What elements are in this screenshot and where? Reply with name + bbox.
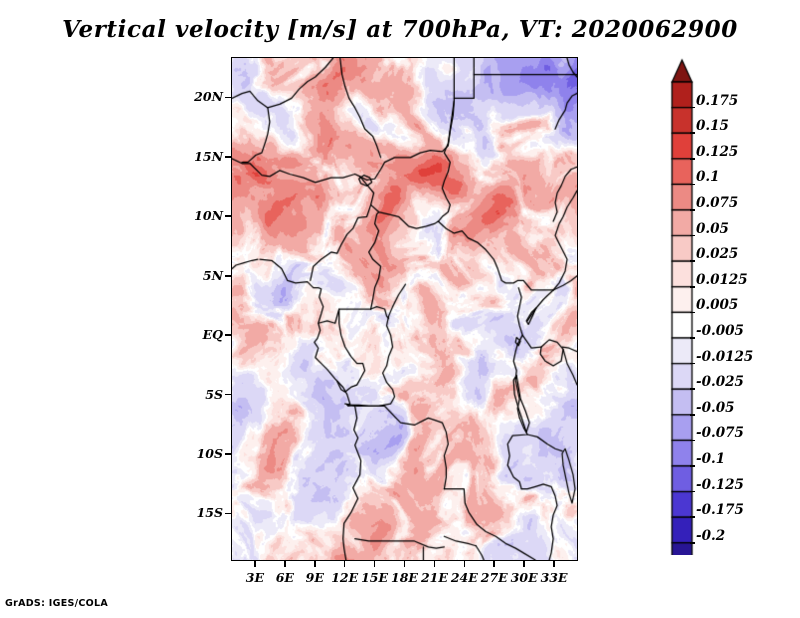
- colorbar-tick: [690, 337, 695, 339]
- colorbar-tick: [690, 132, 695, 134]
- colorbar-gradient: [668, 55, 798, 555]
- y-axis-label: 5S: [205, 386, 223, 402]
- colorbar-label: 0.175: [696, 92, 739, 109]
- x-tick: [343, 561, 346, 567]
- colorbar-tick: [690, 234, 695, 237]
- x-axis-label: 27E: [480, 570, 508, 585]
- colorbar-label: 0.025: [696, 246, 739, 263]
- x-tick: [523, 561, 525, 567]
- y-tick: [225, 215, 231, 218]
- colorbar-label: 0.0125: [696, 271, 748, 288]
- colorbar-label: -0.025: [696, 374, 744, 391]
- y-tick: [225, 334, 231, 336]
- colorbar-tick: [690, 362, 695, 365]
- x-tick: [254, 561, 256, 567]
- colorbar-label: 0.1: [696, 169, 720, 186]
- x-axis-label: 3E: [245, 570, 265, 585]
- colorbar-tick: [690, 414, 695, 416]
- x-tick: [403, 561, 406, 567]
- colorbar-tick: [690, 516, 695, 518]
- y-tick: [225, 393, 231, 396]
- x-axis-label: 12E: [331, 570, 359, 585]
- x-tick: [553, 561, 555, 567]
- y-axis-label: 15N: [194, 148, 223, 164]
- colorbar-tick: [690, 465, 695, 467]
- y-tick: [225, 274, 231, 277]
- colorbar-label: 0.15: [696, 118, 729, 135]
- y-axis-label: 5N: [202, 267, 223, 283]
- y-axis-label: 15S: [196, 505, 223, 521]
- x-tick: [493, 561, 496, 567]
- x-axis-label: 18E: [391, 570, 418, 585]
- colorbar-tick: [690, 311, 695, 314]
- colorbar-tick: [690, 260, 695, 262]
- colorbar-tick: [690, 106, 695, 109]
- colorbar-tick: [690, 209, 695, 211]
- x-axis-label: 6E: [275, 570, 294, 585]
- colorbar-tick: [690, 158, 695, 160]
- y-tick: [225, 96, 231, 99]
- x-tick: [373, 561, 376, 567]
- x-tick: [463, 561, 466, 567]
- colorbar-label: -0.1: [696, 451, 726, 467]
- colorbar-tick: [690, 388, 695, 390]
- colorbar-label: -0.175: [696, 502, 744, 519]
- colorbar-label: -0.05: [696, 399, 735, 416]
- colorbar-tick: [690, 542, 695, 544]
- y-axis-label: EQ: [202, 327, 223, 343]
- colorbar-label: -0.2: [696, 527, 726, 544]
- x-tick: [313, 561, 316, 567]
- y-axis-label: 10N: [194, 208, 223, 224]
- colorbar-label: -0.005: [696, 323, 744, 339]
- colorbar-tick: [690, 183, 695, 186]
- colorbar-label: -0.075: [696, 425, 744, 442]
- y-axis-label: 20N: [194, 89, 223, 105]
- y-axis-label: 10S: [196, 446, 223, 462]
- x-axis-label: 21E: [420, 570, 448, 585]
- grads-credit: GrADS: IGES/COLA: [5, 598, 109, 609]
- colorbar-label: -0.0125: [696, 348, 754, 365]
- colorbar: 0.175 0.15 0.125 0.1 0.075 0.05 0.025 0.0125 0.0…: [668, 55, 798, 555]
- x-axis-label: 9E: [305, 570, 324, 585]
- map-plot-area: [231, 57, 578, 561]
- x-axis-label: 24E: [450, 570, 478, 585]
- x-tick: [433, 561, 436, 567]
- page-title: Vertical velocity [m/s] at 700hPa, VT: 2…: [62, 16, 738, 43]
- y-tick: [225, 156, 231, 158]
- colorbar-tick: [690, 490, 695, 493]
- colorbar-label: 0.125: [696, 143, 739, 160]
- y-tick: [225, 512, 231, 515]
- colorbar-label: -0.125: [696, 476, 744, 493]
- colorbar-label: 0.005: [696, 297, 739, 314]
- x-axis-label: 33E: [540, 570, 568, 585]
- colorbar-tick: [690, 286, 695, 288]
- x-axis-label: 15E: [361, 570, 389, 585]
- x-tick: [284, 561, 286, 567]
- vertical-velocity-heatmap: [232, 58, 577, 560]
- colorbar-tick: [690, 439, 695, 442]
- colorbar-label: 0.05: [696, 220, 729, 237]
- y-tick: [225, 453, 231, 455]
- x-axis-label: 30E: [510, 570, 538, 585]
- colorbar-label: 0.075: [696, 195, 739, 211]
